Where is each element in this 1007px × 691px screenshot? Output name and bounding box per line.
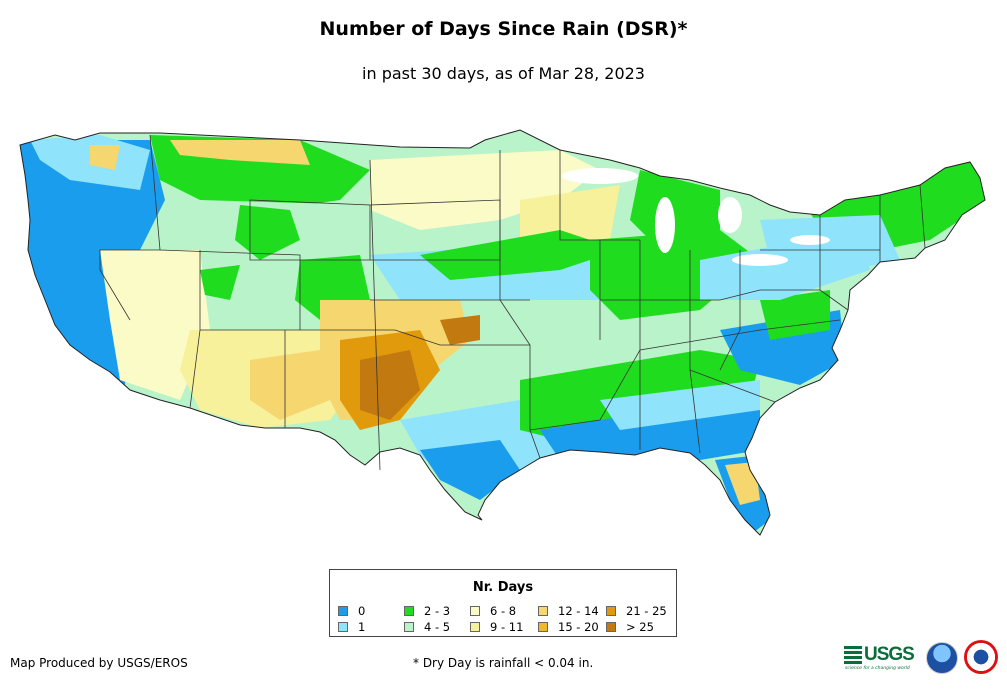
legend-label: 6 - 8 (490, 604, 517, 618)
legend-swatch (606, 622, 616, 632)
noaa-logo (926, 642, 958, 674)
legend-swatch (538, 622, 548, 632)
legend-item-0: 0 (338, 604, 365, 618)
legend-label: 9 - 11 (490, 620, 524, 634)
legend-item-8: 21 - 25 (606, 604, 667, 618)
legend-swatch (338, 606, 348, 616)
legend-item-4: 6 - 8 (470, 604, 516, 618)
legend-swatch (404, 606, 414, 616)
legend-item-3: 4 - 5 (404, 620, 450, 634)
legend-swatch (538, 606, 548, 616)
usgs-logo: USGS (844, 644, 915, 666)
legend-item-2: 2 - 3 (404, 604, 450, 618)
legend-swatch (470, 622, 480, 632)
legend: Nr. Days 0 1 2 - 3 4 - 5 6 - 8 9 - 11 12… (329, 569, 677, 637)
legend-label: 4 - 5 (424, 620, 451, 634)
legend-swatch (470, 606, 480, 616)
legend-label: > 25 (626, 620, 654, 634)
legend-item-7: 15 - 20 (538, 620, 599, 634)
legend-label: 2 - 3 (424, 604, 451, 618)
legend-label: 1 (358, 620, 366, 634)
legend-label: 12 - 14 (558, 604, 599, 618)
legend-item-5: 9 - 11 (470, 620, 523, 634)
legend-label: 21 - 25 (626, 604, 667, 618)
map-title: Number of Days Since Rain (DSR)* (319, 18, 688, 40)
legend-swatch (338, 622, 348, 632)
state-borders (99, 134, 926, 471)
dsr-shaded-regions (20, 130, 985, 535)
legend-item-6: 12 - 14 (538, 604, 599, 618)
legend-item-9: > 25 (606, 620, 654, 634)
legend-title: Nr. Days (472, 580, 534, 595)
usgs-wave-icon (844, 646, 862, 664)
legend-item-1: 1 (338, 620, 365, 634)
usgs-logo-text: USGS (864, 644, 915, 665)
nws-logo (964, 640, 998, 674)
map-subtitle: in past 30 days, as of Mar 28, 2023 (362, 64, 645, 83)
usgs-tagline: science for a changing world (845, 666, 910, 671)
legend-swatch (606, 606, 616, 616)
credit-text: Map Produced by USGS/EROS (10, 656, 188, 670)
dry-day-note: * Dry Day is rainfall < 0.04 in. (413, 656, 594, 670)
us-outline (19, 129, 986, 536)
legend-label: 15 - 20 (558, 620, 599, 634)
dsr-map (19, 129, 986, 536)
legend-label: 0 (358, 604, 366, 618)
legend-swatch (404, 622, 414, 632)
